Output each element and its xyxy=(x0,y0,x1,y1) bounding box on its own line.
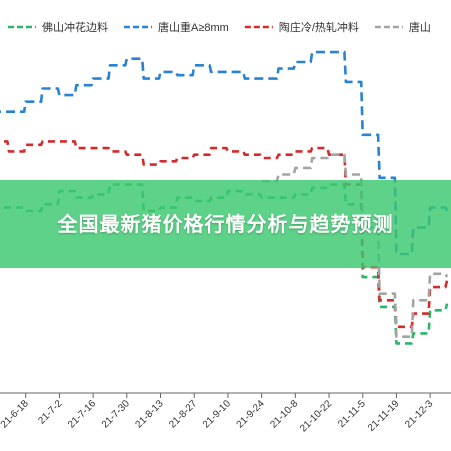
x-tick-label: 21-6-18 xyxy=(0,398,31,430)
x-tick-label: 21-7-2 xyxy=(36,398,65,427)
legend-item: 唐山重A≥8mm xyxy=(124,20,229,34)
x-tick-label: 21-10-22 xyxy=(298,398,334,434)
x-tick-label: 21-9-24 xyxy=(235,398,267,430)
banner-title: 全国最新猪价格行情分析与趋势预测 xyxy=(57,212,394,236)
legend-label: 陶庄冷/热轧冲料 xyxy=(279,20,359,34)
chart-legend: 佛山冲花边料 唐山重A≥8mm 陶庄冷/热轧冲料 唐山 xyxy=(8,20,431,34)
x-tick-label: 21-11-19 xyxy=(366,398,402,434)
legend-label: 唐山重A≥8mm xyxy=(158,20,229,34)
x-tick-label: 21-11-5 xyxy=(336,398,368,430)
title-banner: 全国最新猪价格行情分析与趋势预测 xyxy=(0,180,451,268)
x-tick-label: 21-10-8 xyxy=(268,398,300,430)
legend-label: 佛山冲花边料 xyxy=(42,20,108,34)
series-line xyxy=(0,140,449,329)
legend-item: 唐山 xyxy=(374,20,431,34)
x-tick-label: 21-7-30 xyxy=(100,398,132,430)
x-tick-label: 21-12-3 xyxy=(403,398,435,430)
legend-item: 佛山冲花边料 xyxy=(8,20,108,34)
series-line xyxy=(261,153,449,338)
legend-label: 唐山 xyxy=(409,20,431,34)
x-tick-label: 21-8-13 xyxy=(133,398,165,430)
series-4 xyxy=(261,153,449,338)
x-axis-ticks: 21-6-18 21-7-2 21-7-16 21-7-30 21-8-13 21-8-2… xyxy=(0,393,436,434)
x-tick-label: 21-9-10 xyxy=(201,398,233,430)
legend-item: 陶庄冷/热轧冲料 xyxy=(244,20,359,34)
x-tick-label: 21-8-27 xyxy=(167,398,199,430)
x-tick-label: 21-7-16 xyxy=(66,398,98,430)
series-line xyxy=(0,50,449,256)
